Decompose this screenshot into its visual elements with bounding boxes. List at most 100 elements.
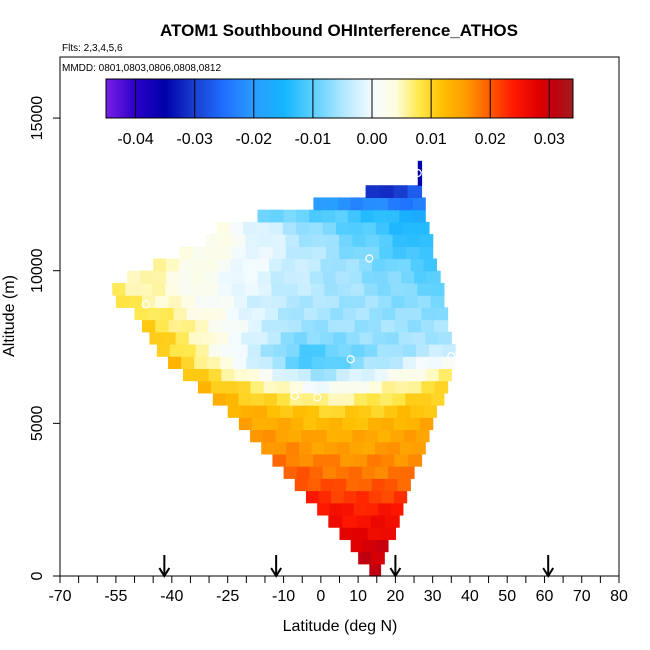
heatmap-cell [361,466,376,479]
heatmap-cell [336,221,350,235]
heatmap-cell [394,490,408,504]
heatmap-cell [309,209,323,223]
colorbar-tick-label: -0.04 [117,131,154,148]
heatmap-cell [207,356,221,369]
heatmap-cell [277,417,292,431]
heatmap-cell [389,356,404,369]
heatmap-cell [309,270,324,284]
colorbar-tick-label: 0.03 [534,131,565,148]
heatmap-cell [317,502,330,516]
heatmap-cell [417,295,432,308]
heatmap-cell [313,197,327,211]
heatmap-cell [333,258,347,272]
heatmap-cell [333,478,347,492]
heatmap-cell [384,514,400,528]
heatmap-cell [244,282,259,296]
heatmap-cell [275,429,289,443]
heatmap-cell [349,221,364,235]
heatmap-cell [169,343,184,357]
heatmap-cell [311,282,326,296]
heatmap-cell [399,441,414,455]
heatmap-cell [392,246,407,260]
heatmap-cell [325,234,340,247]
open-circle-marker [290,391,299,400]
open-circle-marker [365,254,374,263]
heatmap-cell [248,319,263,333]
heatmap-cell [260,343,275,357]
y-tick-label: 10000 [29,248,46,293]
heatmap-cell [400,270,415,284]
heatmap-cell [384,478,399,492]
heatmap-cell [345,405,359,418]
open-circle-marker [313,393,322,402]
heatmap-cell [330,307,344,321]
heatmap-cell [372,258,386,272]
heatmap-cell [320,331,334,345]
heatmap-cell [360,209,375,223]
heatmap-cell [320,478,334,492]
y-axis: 0 5000 10000 15000 [29,96,60,580]
heatmap-cell [233,356,247,369]
x-axis-label: Latitude (deg N) [283,618,398,635]
heatmap-cell [230,258,244,272]
heatmap-cell [218,234,233,247]
x-tick-label: 60 [536,588,554,605]
heatmap-cell [225,307,240,321]
heatmap-cell [199,307,214,321]
colorbar-tick-label: 0.00 [356,131,387,148]
heatmap-cell [407,453,423,467]
heatmap-cell [201,331,216,345]
heatmap-cell [381,490,395,504]
heatmap-cell [405,246,420,260]
heatmap-cell [286,441,300,455]
heatmap-cell [339,527,355,540]
x-tick-label: -10 [272,588,295,605]
heatmap-cell [427,270,441,284]
heatmap-cell [411,331,426,345]
heatmap-cell [147,307,162,321]
heatmap-cell [280,331,295,345]
heatmap-cell [326,429,341,443]
heatmap-cell [431,392,445,406]
heatmap-cell [238,392,252,406]
heatmap-cell [365,234,380,247]
heatmap-cell [378,295,392,308]
heatmap-cell [205,270,219,284]
heatmap-cell [412,441,426,455]
heatmap-cell [325,295,340,308]
heatmap-cell [354,319,369,333]
open-circle-marker [413,168,422,178]
heatmap-cell [303,417,317,431]
colorbar-tick-label: 0.02 [475,131,506,148]
heatmap-cell [373,209,388,223]
heatmap-cell [371,551,385,565]
heatmap-cell [341,502,355,516]
heatmap-cell [338,295,353,308]
heatmap-cell [341,392,355,406]
heatmap-cell [375,197,389,211]
heatmap-cell [125,282,140,296]
heatmap-cell [335,270,350,284]
heatmap-cell [299,441,313,455]
heatmap-cell [394,319,409,333]
heatmap-cell [380,417,395,431]
heatmap-cell [250,380,265,394]
heatmap-cell [312,295,327,308]
heatmap-cell [367,453,382,467]
heatmap-cell [397,478,411,492]
heatmap-cell [219,246,234,260]
heatmap-cell [415,356,430,369]
heatmap-cell [337,282,352,296]
heatmap-cell [343,307,357,321]
heatmap-cell [361,368,376,382]
heatmap-cell [313,453,328,467]
heatmap-cell [310,368,325,382]
heatmap-cell [305,490,320,504]
heatmap-cell [342,417,356,431]
heatmap-cell [251,392,265,406]
heatmap-cell [285,356,300,369]
heatmap-cell [220,295,235,308]
heatmap-cell [366,392,381,406]
heatmap-cell [337,356,352,369]
heatmap-cell [334,209,349,223]
